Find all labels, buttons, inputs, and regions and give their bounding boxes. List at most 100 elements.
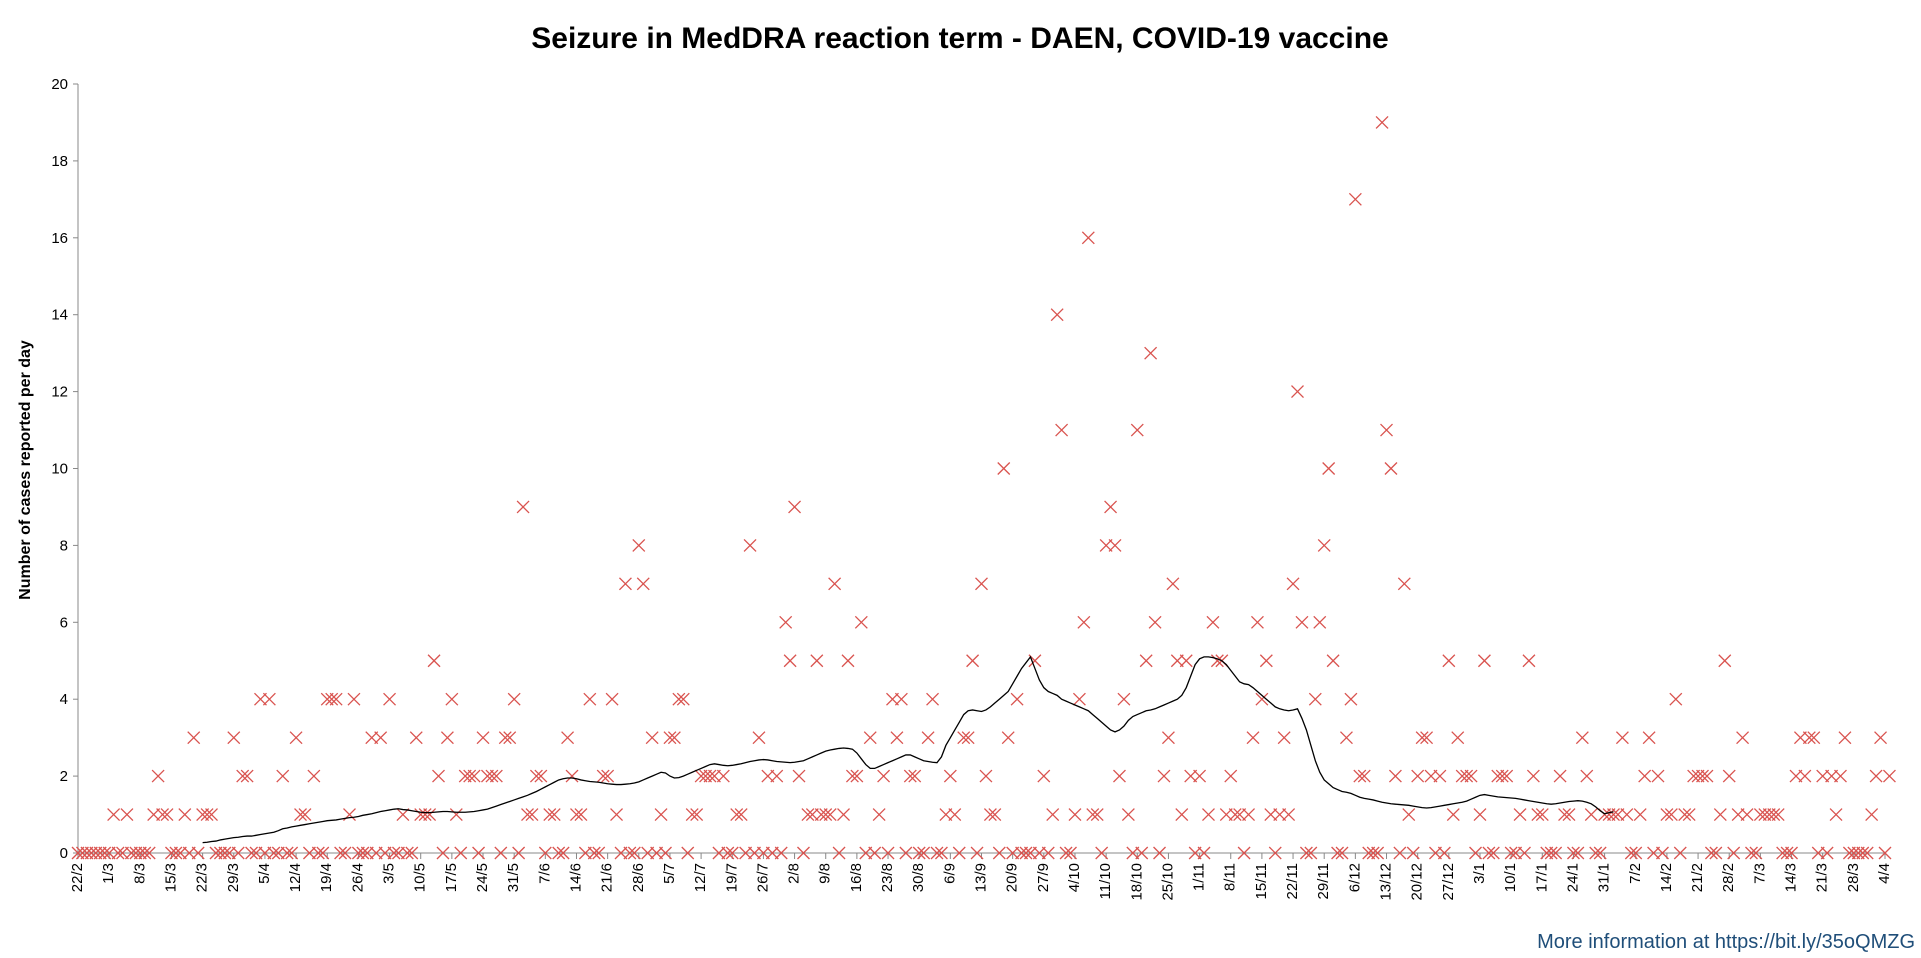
- y-tick-label: 10: [51, 461, 68, 478]
- x-tick-label: 3/1: [1471, 863, 1488, 884]
- marker-stroke: [151, 769, 165, 783]
- marker-stroke: [743, 538, 757, 552]
- x-tick-label: 1/3: [100, 863, 117, 884]
- data-point-marker: [1299, 846, 1313, 860]
- marker-stroke: [1046, 808, 1060, 822]
- marker-stroke: [823, 808, 837, 822]
- footer-source-link[interactable]: More information at https://bit.ly/35oQM…: [1537, 931, 1915, 953]
- x-tick-label: 31/1: [1596, 863, 1613, 892]
- marker-stroke: [1072, 692, 1086, 706]
- marker-stroke: [227, 731, 241, 745]
- data-point-marker: [952, 846, 966, 860]
- marker-stroke: [1246, 731, 1260, 745]
- x-tick-label: 17/5: [443, 863, 460, 892]
- x-axis: 22/2 1/3 8/3 15/3 22/3 29/3 5/4 12/4 19/4 26/4 3/5…: [69, 852, 1893, 901]
- data-point-marker: [449, 808, 463, 822]
- data-point-marker: [1771, 808, 1785, 822]
- data-point-marker: [1615, 731, 1629, 745]
- x-tick-label: 4/10: [1066, 863, 1083, 892]
- marker-stroke: [1526, 769, 1540, 783]
- data-point-marker: [552, 846, 566, 860]
- marker-stroke: [703, 769, 717, 783]
- marker-stroke: [454, 846, 468, 860]
- data-point-marker: [529, 769, 543, 783]
- marker-stroke: [983, 808, 997, 822]
- marker-stroke: [845, 769, 859, 783]
- data-point-marker: [792, 769, 806, 783]
- marker-stroke: [1682, 808, 1696, 822]
- data-point-marker: [1268, 846, 1282, 860]
- data-point-marker: [1682, 808, 1696, 822]
- marker-stroke: [1727, 846, 1741, 860]
- data-point-marker: [1869, 769, 1883, 783]
- data-point-marker: [218, 846, 232, 860]
- data-point-marker: [850, 769, 864, 783]
- data-point-marker: [930, 846, 944, 860]
- marker-stroke: [894, 692, 908, 706]
- data-point-marker: [1259, 654, 1273, 668]
- marker-stroke: [1019, 846, 1033, 860]
- marker-stroke: [1197, 846, 1211, 860]
- data-point-marker: [267, 846, 281, 860]
- data-point-marker: [788, 500, 802, 514]
- marker-stroke: [1829, 808, 1843, 822]
- marker-stroke: [1299, 846, 1313, 860]
- marker-stroke: [1651, 769, 1665, 783]
- marker-stroke: [659, 846, 672, 860]
- marker-stroke: [841, 654, 855, 668]
- data-point-marker: [1144, 346, 1158, 360]
- data-point-marker: [1437, 846, 1451, 860]
- marker-stroke: [966, 654, 980, 668]
- data-point-marker: [1237, 846, 1251, 860]
- data-point-marker: [1874, 731, 1888, 745]
- data-point-marker: [334, 846, 348, 860]
- marker-stroke: [988, 808, 1002, 822]
- marker-stroke: [690, 808, 704, 822]
- data-point-marker: [854, 615, 868, 629]
- marker-stroke: [1624, 846, 1638, 860]
- data-point-marker: [1019, 846, 1033, 860]
- marker-stroke: [783, 654, 797, 668]
- y-tick-label: 20: [51, 76, 68, 93]
- marker-stroke: [1504, 846, 1518, 860]
- x-tick-label: 10/1: [1502, 863, 1519, 892]
- scatter-markers: [71, 115, 1896, 860]
- x-tick-label: 12/7: [692, 863, 709, 892]
- data-point-marker: [187, 731, 201, 745]
- data-point-marker: [463, 769, 477, 783]
- data-point-marker: [1228, 808, 1242, 822]
- x-tick-label: 9/8: [817, 863, 834, 884]
- x-tick-label: 5/7: [661, 863, 678, 884]
- marker-stroke: [1571, 846, 1585, 860]
- marker-stroke: [921, 731, 935, 745]
- data-point-marker: [1651, 769, 1665, 783]
- data-point-marker: [868, 846, 882, 860]
- data-point-marker: [1104, 500, 1118, 514]
- marker-stroke: [685, 808, 699, 822]
- marker-stroke: [752, 731, 766, 745]
- data-point-marker: [1513, 808, 1527, 822]
- marker-stroke: [636, 577, 650, 591]
- marker-stroke: [872, 808, 886, 822]
- marker-stroke: [1139, 654, 1153, 668]
- marker-stroke: [280, 846, 294, 860]
- data-point-marker: [245, 846, 259, 860]
- data-point-marker: [574, 808, 588, 822]
- data-point-marker: [654, 808, 668, 822]
- data-point-marker: [957, 731, 971, 745]
- marker-stroke: [1317, 538, 1331, 552]
- x-tick-label: 20/9: [1004, 863, 1021, 892]
- data-point-marker: [1780, 846, 1794, 860]
- marker-stroke: [610, 808, 623, 822]
- marker-stroke: [1442, 654, 1456, 668]
- data-point-marker: [498, 731, 512, 745]
- data-point-marker: [1161, 731, 1175, 745]
- marker-stroke: [1745, 846, 1758, 860]
- x-tick-label: 21/3: [1814, 863, 1831, 892]
- data-point-marker: [1415, 731, 1429, 745]
- data-point-marker: [227, 731, 241, 745]
- data-point-marker: [1642, 731, 1656, 745]
- data-point-marker: [908, 769, 922, 783]
- data-point-marker: [556, 846, 570, 860]
- marker-stroke: [1740, 808, 1754, 822]
